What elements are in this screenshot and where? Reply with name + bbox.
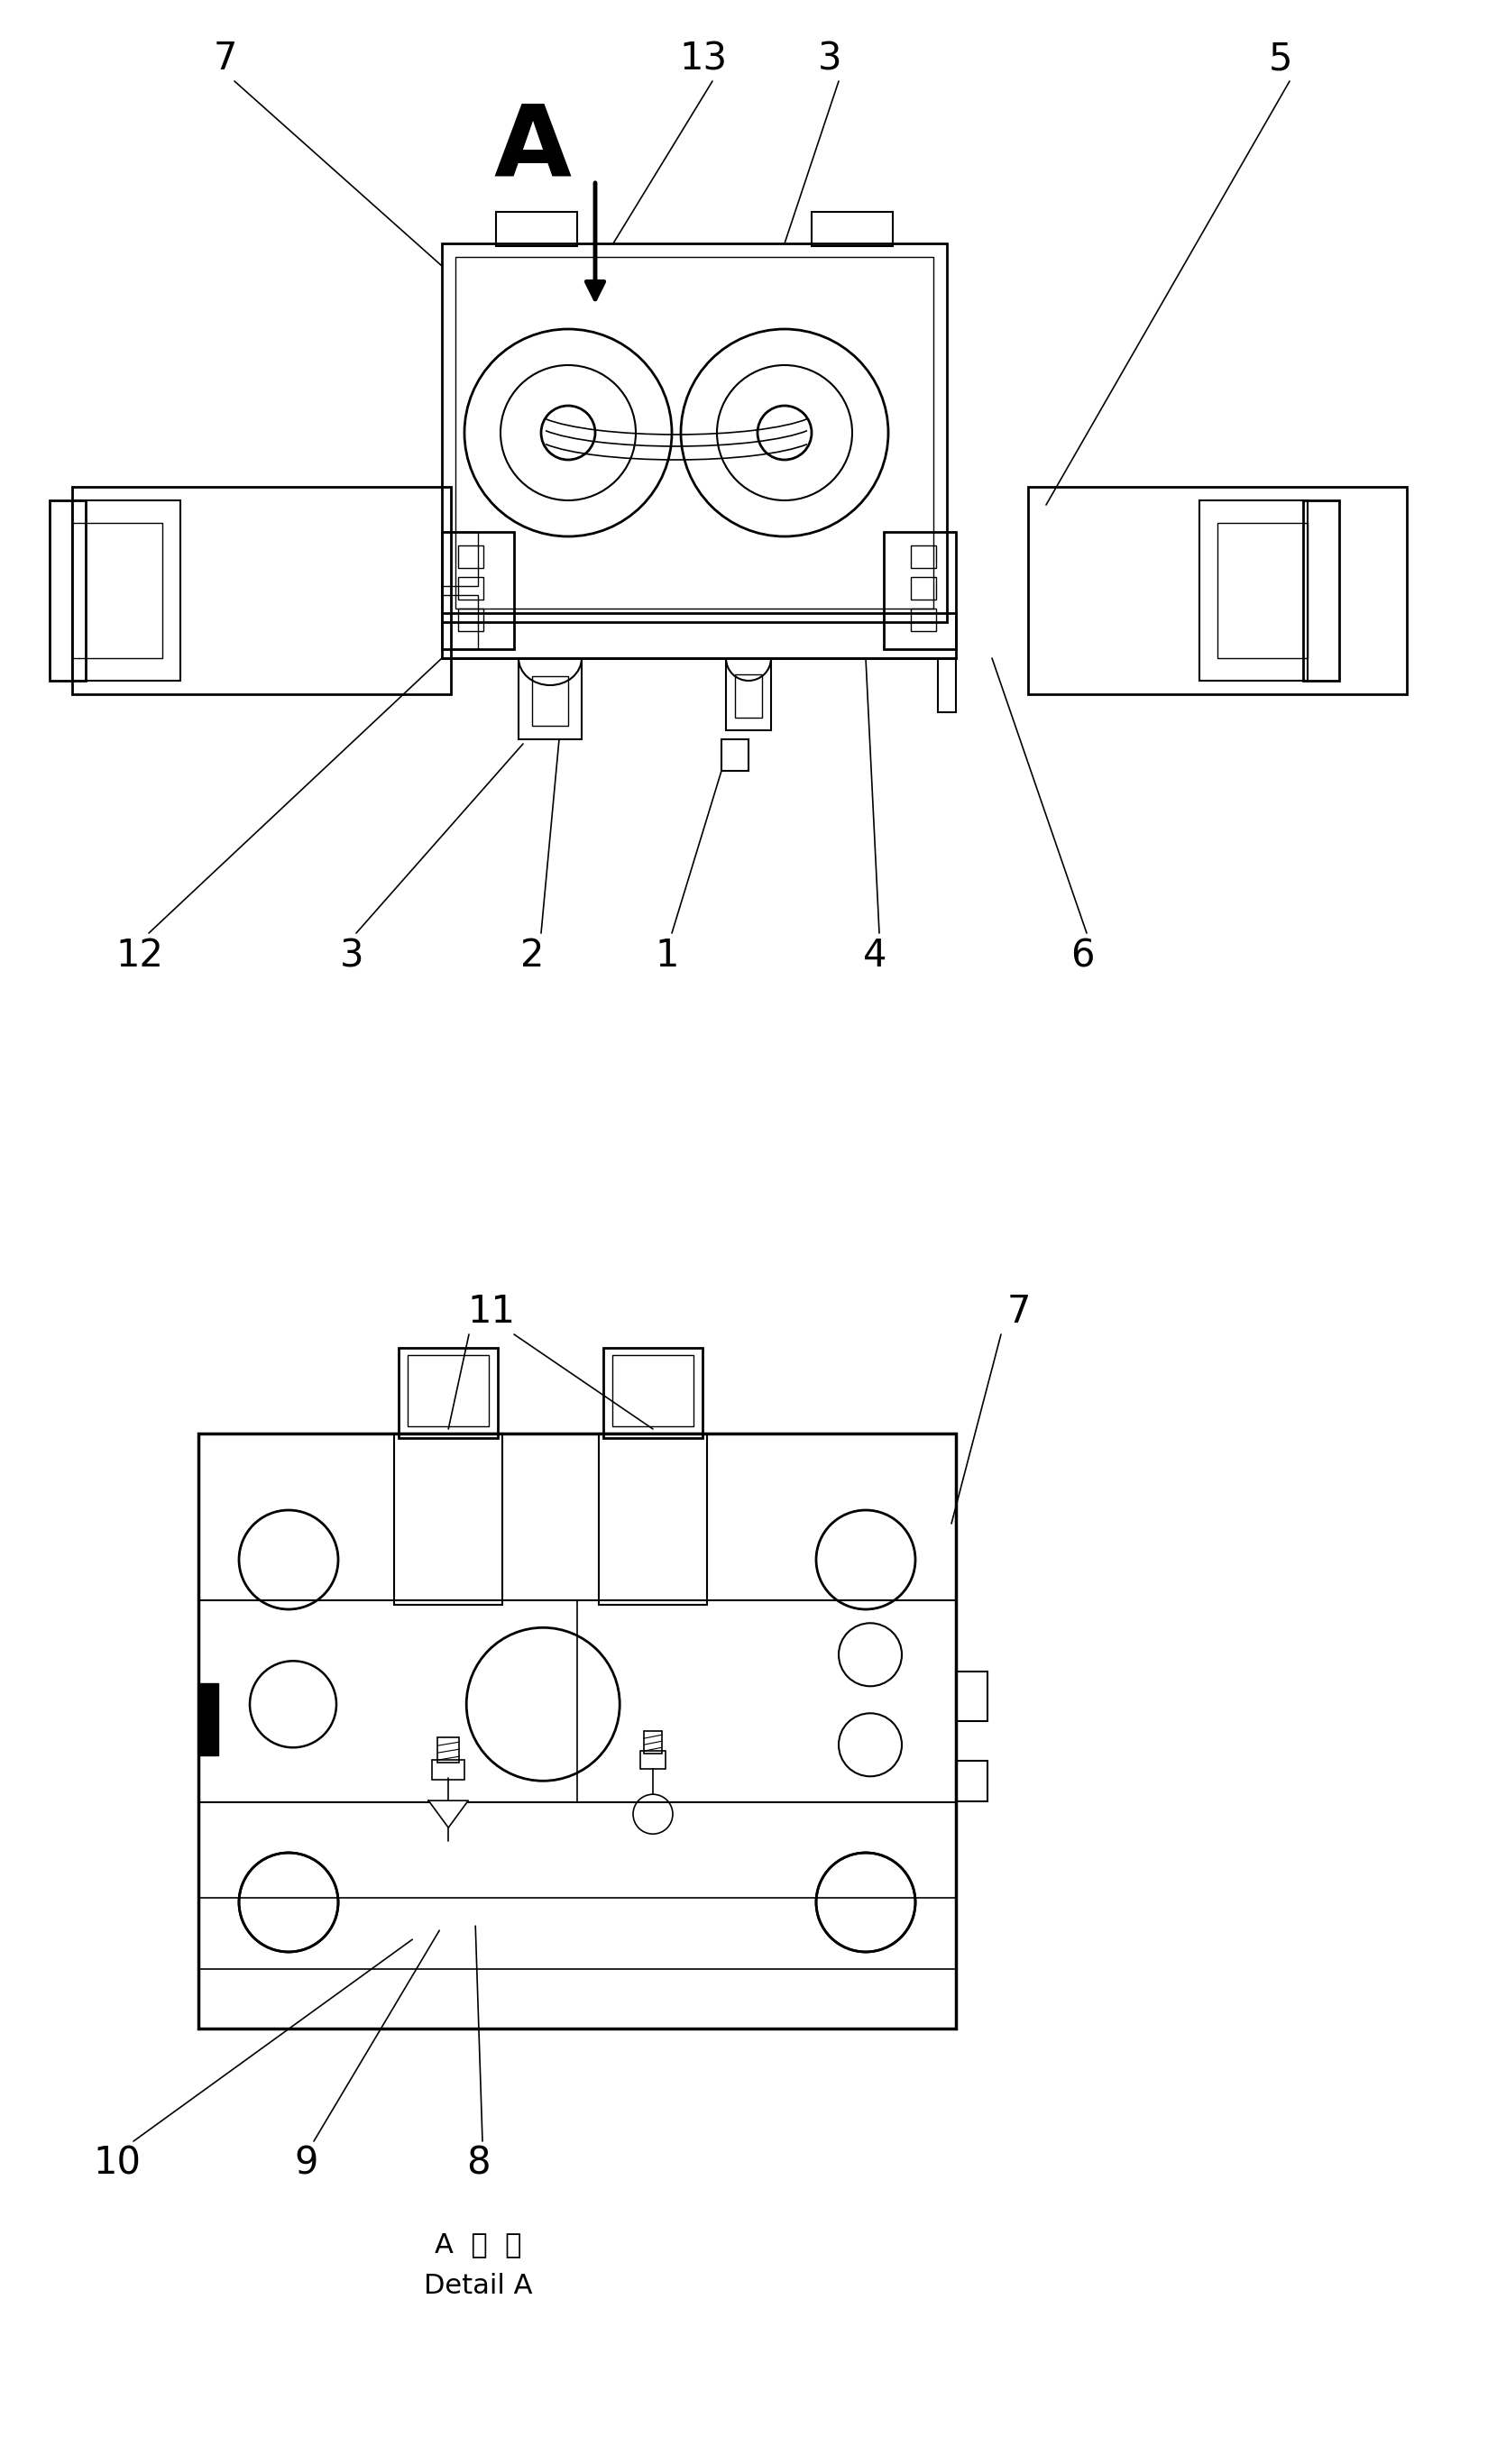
Bar bbox=[957, 1671, 988, 1720]
Text: 2: 2 bbox=[519, 936, 543, 976]
Bar bbox=[199, 1683, 219, 1754]
Text: A  詳  細: A 詳 細 bbox=[434, 2232, 521, 2257]
Bar bbox=[442, 532, 513, 648]
Bar bbox=[437, 1737, 460, 1762]
Text: Detail A: Detail A bbox=[424, 2272, 533, 2299]
Bar bbox=[939, 658, 957, 712]
Bar bbox=[735, 675, 762, 717]
Bar bbox=[957, 1762, 988, 1801]
Bar bbox=[442, 532, 478, 586]
Bar bbox=[722, 739, 748, 771]
Bar bbox=[199, 1434, 957, 2028]
Bar bbox=[641, 1752, 666, 1769]
Bar bbox=[1302, 500, 1340, 680]
Bar bbox=[599, 1434, 707, 1604]
Text: 11: 11 bbox=[467, 1294, 515, 1331]
Bar bbox=[910, 545, 936, 569]
Bar bbox=[531, 675, 569, 727]
Bar bbox=[72, 500, 180, 680]
Text: 4: 4 bbox=[862, 936, 886, 976]
Bar bbox=[811, 212, 892, 246]
Text: 10: 10 bbox=[93, 2144, 141, 2183]
Bar bbox=[612, 1355, 693, 1427]
Bar bbox=[910, 577, 936, 599]
Text: 5: 5 bbox=[1268, 39, 1292, 76]
Bar bbox=[518, 658, 582, 739]
Bar bbox=[1028, 488, 1407, 695]
Text: 3: 3 bbox=[340, 936, 364, 976]
Text: 6: 6 bbox=[1070, 936, 1094, 976]
Bar bbox=[603, 1348, 702, 1439]
Text: 12: 12 bbox=[115, 936, 163, 976]
Polygon shape bbox=[428, 1801, 469, 1828]
Bar bbox=[496, 212, 578, 246]
Bar bbox=[644, 1732, 662, 1754]
Bar bbox=[458, 577, 484, 599]
Bar bbox=[1217, 522, 1307, 658]
Text: 1: 1 bbox=[656, 936, 680, 976]
Bar bbox=[910, 609, 936, 631]
Bar bbox=[442, 594, 478, 648]
Text: 8: 8 bbox=[466, 2144, 490, 2183]
Bar bbox=[72, 488, 451, 695]
Bar bbox=[458, 609, 484, 631]
Bar bbox=[458, 545, 484, 569]
Text: 3: 3 bbox=[817, 39, 841, 76]
Bar bbox=[442, 244, 948, 621]
Bar bbox=[72, 522, 162, 658]
Bar bbox=[49, 500, 85, 680]
Text: A: A bbox=[494, 101, 570, 197]
Text: 7: 7 bbox=[214, 39, 238, 76]
Bar bbox=[442, 614, 957, 658]
Bar bbox=[199, 1897, 957, 1969]
Text: 7: 7 bbox=[1007, 1294, 1031, 1331]
Bar bbox=[883, 532, 957, 648]
Text: 9: 9 bbox=[295, 2144, 319, 2183]
Bar bbox=[398, 1348, 499, 1439]
Bar bbox=[726, 658, 771, 729]
Bar bbox=[407, 1355, 490, 1427]
Bar bbox=[394, 1434, 503, 1604]
Bar bbox=[1199, 500, 1307, 680]
Bar bbox=[433, 1759, 464, 1779]
Text: 13: 13 bbox=[680, 39, 728, 76]
Bar bbox=[455, 256, 933, 609]
